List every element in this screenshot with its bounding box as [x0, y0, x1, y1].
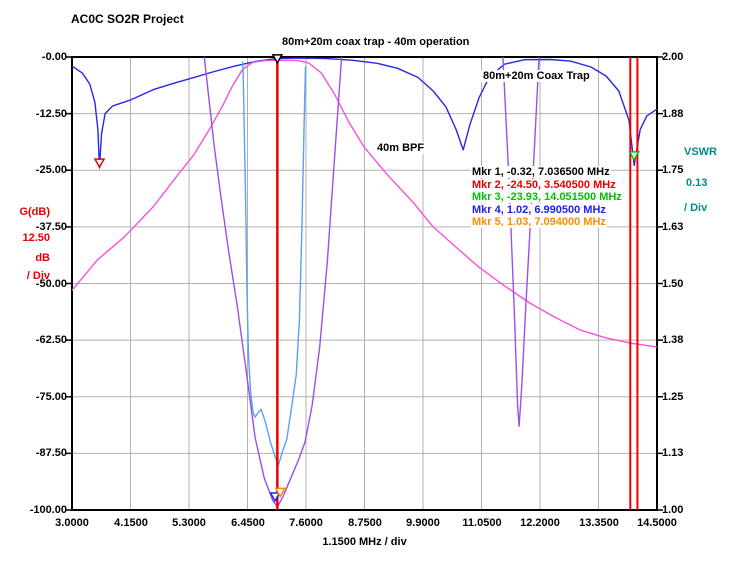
left-axis-tick-label: -0.00	[41, 51, 67, 63]
gain-axis-name: G(dB)	[19, 206, 50, 218]
bottom-axis-tick-label: 14.5000	[637, 517, 677, 529]
series-vswr-spur-notch	[502, 56, 540, 427]
bottom-axis-tick-label: 12.2000	[520, 517, 560, 529]
right-axis-tick-label: 1.88	[662, 108, 684, 120]
bottom-axis-tick-label: 8.7500	[348, 517, 382, 529]
left-axis-tick-label: -37.50	[35, 221, 67, 233]
vswr-axis-name: VSWR	[684, 146, 717, 158]
left-axis-tick-label: -25.00	[35, 164, 67, 176]
bottom-axis-tick-label: 13.3500	[579, 517, 619, 529]
right-axis-tick-label: 1.25	[662, 391, 684, 403]
vswr-axis-per-div: 0.13	[686, 177, 708, 189]
page-title: AC0C SO2R Project	[71, 12, 184, 26]
bottom-axis-tick-label: 7.6000	[289, 517, 323, 529]
left-axis-tick-label: -12.50	[35, 108, 67, 120]
series-vswr-main	[203, 56, 343, 508]
series-trap-gain	[71, 57, 658, 169]
right-axis-tick-label: 1.38	[662, 334, 684, 346]
bottom-axis-tick-label: 9.9000	[406, 517, 440, 529]
marker-readout-line: Mkr 5, 1.03, 7.094000 MHz	[471, 216, 607, 229]
bottom-axis-tick-label: 5.3000	[172, 517, 206, 529]
left-axis-tick-label: -100.00	[29, 504, 67, 516]
vswr-axis-div-label: / Div	[684, 202, 708, 214]
marker-readout-line: Mkr 2, -24.50, 3.540500 MHz	[471, 178, 617, 191]
marker-readout-line: Mkr 1, -0.32, 7.036500 MHz	[471, 166, 611, 178]
marker-triangle	[269, 492, 281, 503]
chart-title: 80m+20m coax trap - 40m operation	[282, 36, 470, 48]
right-axis-tick-label: 1.00	[662, 504, 684, 516]
left-axis-tick-label: -75.00	[35, 391, 67, 403]
gain-axis-unit: dB	[35, 252, 50, 264]
bpf-curve-label: 40m BPF	[375, 142, 427, 154]
plot-frame	[71, 56, 658, 511]
bottom-axis-tick-label: 6.4500	[231, 517, 265, 529]
trap-curve-label: 80m+20m Coax Trap	[481, 70, 592, 82]
left-axis-tick-label: -62.50	[35, 334, 67, 346]
x-axis-label: 1.1500 MHz / div	[322, 536, 407, 548]
right-axis-tick-label: 1.13	[662, 447, 684, 459]
right-axis-tick-label: 1.75	[662, 164, 684, 176]
bottom-axis-tick-label: 3.0000	[55, 517, 89, 529]
marker-triangle	[628, 151, 640, 162]
marker-triangle	[93, 158, 106, 169]
marker-readout-line: Mkr 3, -23.93, 14.051500 MHz	[471, 191, 623, 204]
bottom-axis-tick-label: 11.0500	[462, 517, 502, 529]
right-axis-tick-label: 2.00	[662, 51, 684, 63]
bottom-axis-tick-label: 4.1500	[114, 517, 148, 529]
left-axis-tick-label: -50.00	[35, 278, 67, 290]
right-axis-tick-label: 1.63	[662, 221, 684, 233]
gain-axis-per-div: 12.50	[22, 232, 50, 244]
marker-triangle	[274, 487, 287, 498]
series-40m-notch	[242, 61, 307, 466]
right-axis-tick-label: 1.50	[662, 278, 684, 290]
left-axis-tick-label: -87.50	[35, 447, 67, 459]
marker-triangle	[271, 54, 284, 65]
marker-readout-line: Mkr 4, 1.02, 6.990500 MHz	[471, 203, 607, 216]
gain-axis-div-label: / Div	[26, 270, 50, 282]
